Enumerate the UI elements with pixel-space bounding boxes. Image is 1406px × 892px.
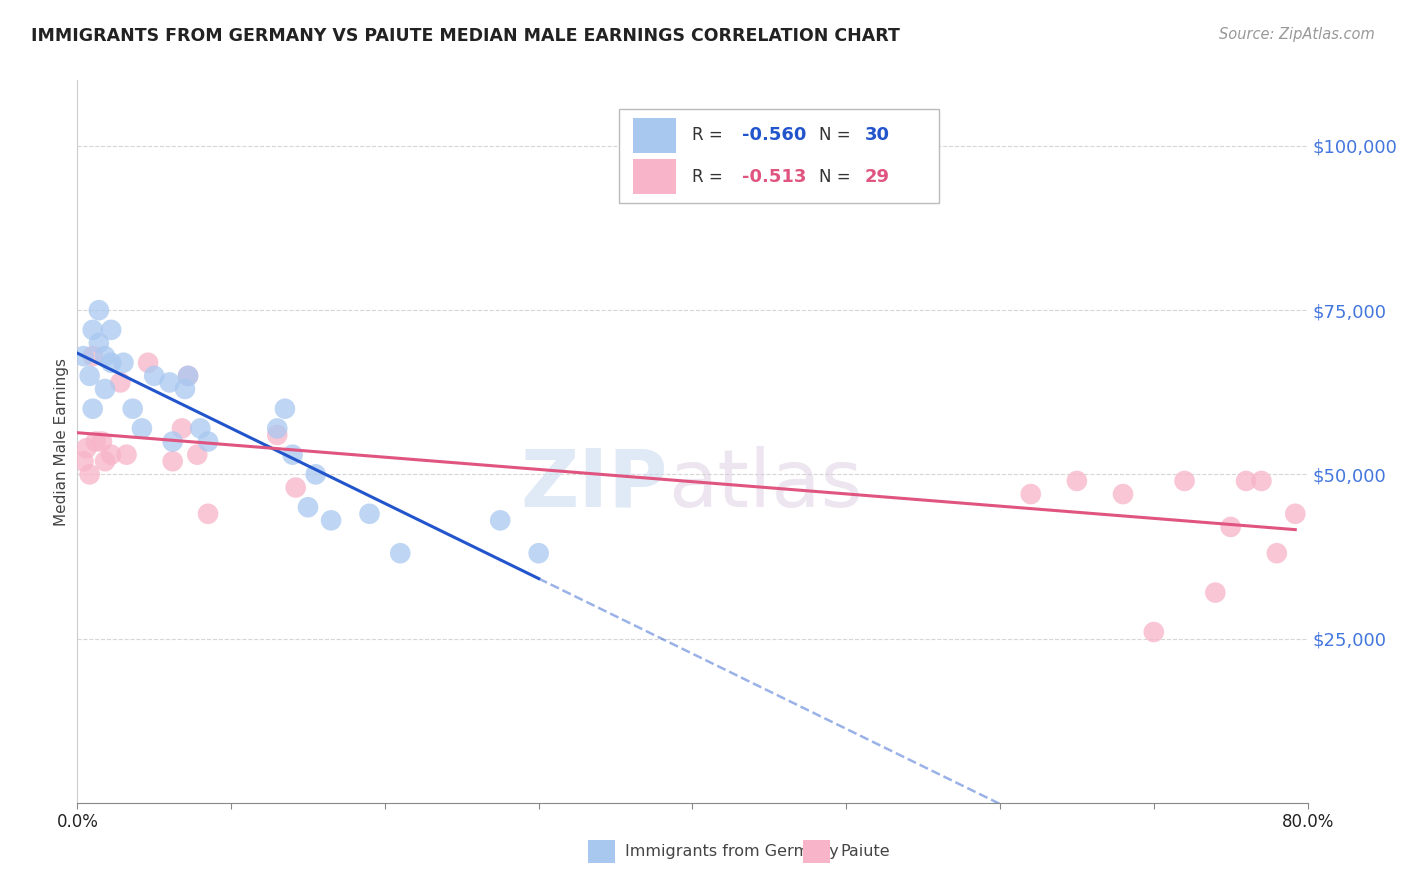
Point — [82, 401, 104, 416]
Point — [94, 349, 117, 363]
Point — [1143, 625, 1166, 640]
Point — [82, 349, 104, 363]
Point — [100, 448, 122, 462]
Point — [1112, 487, 1135, 501]
Text: IMMIGRANTS FROM GERMANY VS PAIUTE MEDIAN MALE EARNINGS CORRELATION CHART: IMMIGRANTS FROM GERMANY VS PAIUTE MEDIAN… — [31, 27, 900, 45]
Point — [1265, 546, 1288, 560]
Point — [1066, 474, 1088, 488]
Point — [197, 434, 219, 449]
Text: Paiute: Paiute — [841, 844, 890, 859]
Text: Source: ZipAtlas.com: Source: ZipAtlas.com — [1219, 27, 1375, 42]
Text: R =: R = — [693, 168, 734, 186]
Point — [72, 349, 94, 363]
Text: N =: N = — [820, 168, 856, 186]
Point — [319, 513, 342, 527]
Point — [100, 323, 122, 337]
Point — [297, 500, 319, 515]
Point — [389, 546, 412, 560]
Text: -0.513: -0.513 — [742, 168, 806, 186]
Text: 29: 29 — [865, 168, 890, 186]
Point — [1174, 474, 1197, 488]
Point — [94, 382, 117, 396]
Text: Immigrants from Germany: Immigrants from Germany — [624, 844, 838, 859]
Point — [489, 513, 512, 527]
Point — [87, 303, 110, 318]
Point — [115, 448, 138, 462]
Point — [1019, 487, 1042, 501]
Point — [112, 356, 135, 370]
Point — [281, 448, 304, 462]
Point — [110, 376, 132, 390]
Text: R =: R = — [693, 127, 728, 145]
Point — [87, 336, 110, 351]
FancyBboxPatch shape — [619, 109, 939, 203]
Point — [1204, 585, 1226, 599]
Point — [186, 448, 208, 462]
Text: N =: N = — [820, 127, 856, 145]
Point — [170, 421, 193, 435]
Point — [162, 454, 184, 468]
Point — [136, 356, 159, 370]
Point — [274, 401, 297, 416]
Point — [79, 467, 101, 482]
Bar — [803, 839, 831, 863]
Point — [1234, 474, 1257, 488]
Point — [1219, 520, 1241, 534]
Point — [100, 356, 122, 370]
Point — [90, 434, 114, 449]
Text: -0.560: -0.560 — [742, 127, 806, 145]
Text: atlas: atlas — [668, 446, 862, 524]
Point — [94, 454, 117, 468]
Bar — [634, 118, 676, 153]
Point — [131, 421, 153, 435]
Point — [266, 428, 288, 442]
Text: ZIP: ZIP — [520, 446, 668, 524]
Point — [162, 434, 184, 449]
Point — [177, 368, 200, 383]
Point — [143, 368, 166, 383]
Point — [174, 382, 197, 396]
Point — [305, 467, 328, 482]
Point — [84, 434, 107, 449]
Point — [359, 507, 381, 521]
Point — [197, 507, 219, 521]
Point — [188, 421, 212, 435]
Point — [121, 401, 143, 416]
Point — [159, 376, 181, 390]
Point — [72, 454, 94, 468]
Point — [76, 441, 98, 455]
Point — [527, 546, 550, 560]
Bar — [634, 160, 676, 194]
Point — [1250, 474, 1272, 488]
Bar — [588, 839, 614, 863]
Y-axis label: Median Male Earnings: Median Male Earnings — [53, 358, 69, 525]
Point — [82, 323, 104, 337]
Point — [79, 368, 101, 383]
Text: 30: 30 — [865, 127, 890, 145]
Point — [177, 368, 200, 383]
Point — [1284, 507, 1306, 521]
Point — [266, 421, 288, 435]
Point — [284, 481, 307, 495]
